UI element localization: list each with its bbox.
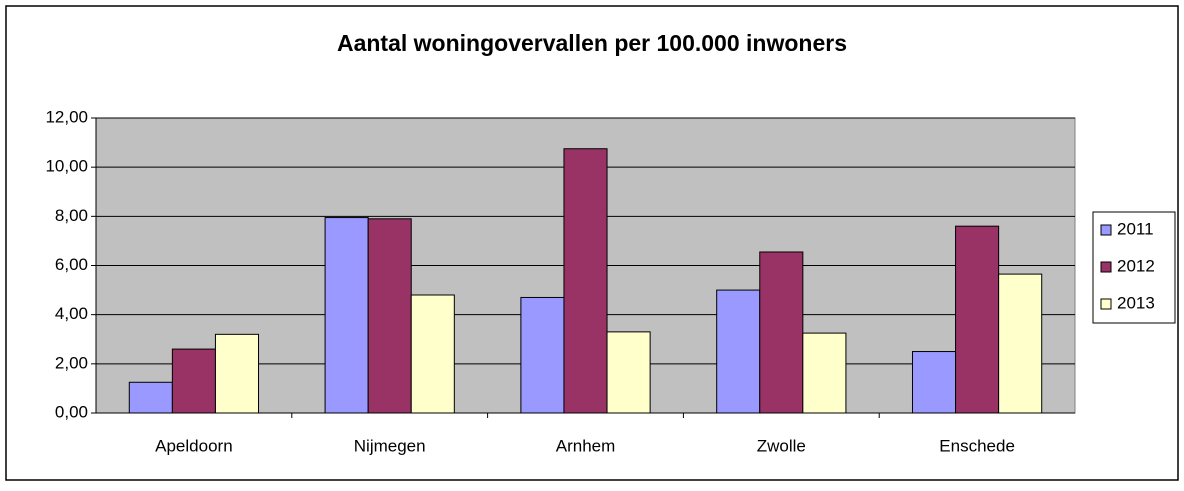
legend-swatch <box>1100 261 1112 273</box>
chart-title: Aantal woningovervallen per 100.000 inwo… <box>337 30 847 56</box>
bar <box>324 217 369 414</box>
x-tick-label: Zwolle <box>757 436 806 455</box>
bar <box>410 294 455 414</box>
legend-label: 2012 <box>1117 256 1155 275</box>
y-tick-label: 8,00 <box>55 206 88 225</box>
y-tick-label: 4,00 <box>55 304 88 323</box>
y-tick-label: 0,00 <box>55 402 88 421</box>
legend-label: 2013 <box>1117 293 1155 312</box>
legend-label: 2011 <box>1117 219 1154 238</box>
y-tick-label: 2,00 <box>55 353 88 372</box>
bar <box>128 381 173 414</box>
x-tick-label: Apeldoorn <box>155 436 233 455</box>
bar <box>716 289 761 414</box>
bar <box>606 331 651 414</box>
bar <box>171 348 216 414</box>
legend-swatch <box>1100 224 1112 236</box>
x-tick-label: Enschede <box>939 436 1015 455</box>
bar <box>759 251 804 414</box>
bar <box>998 273 1043 414</box>
y-tick-label: 12,00 <box>45 107 88 126</box>
bar <box>367 218 412 414</box>
y-tick-label: 6,00 <box>55 255 88 274</box>
legend-swatch <box>1100 298 1112 310</box>
y-tick-label: 10,00 <box>45 157 88 176</box>
x-tick-label: Arnhem <box>556 436 616 455</box>
bar <box>802 332 847 414</box>
bar <box>955 225 1000 414</box>
x-tick-label: Nijmegen <box>354 436 426 455</box>
bar <box>214 333 260 414</box>
bar <box>563 148 608 414</box>
bar <box>911 351 957 414</box>
bar <box>520 296 565 414</box>
